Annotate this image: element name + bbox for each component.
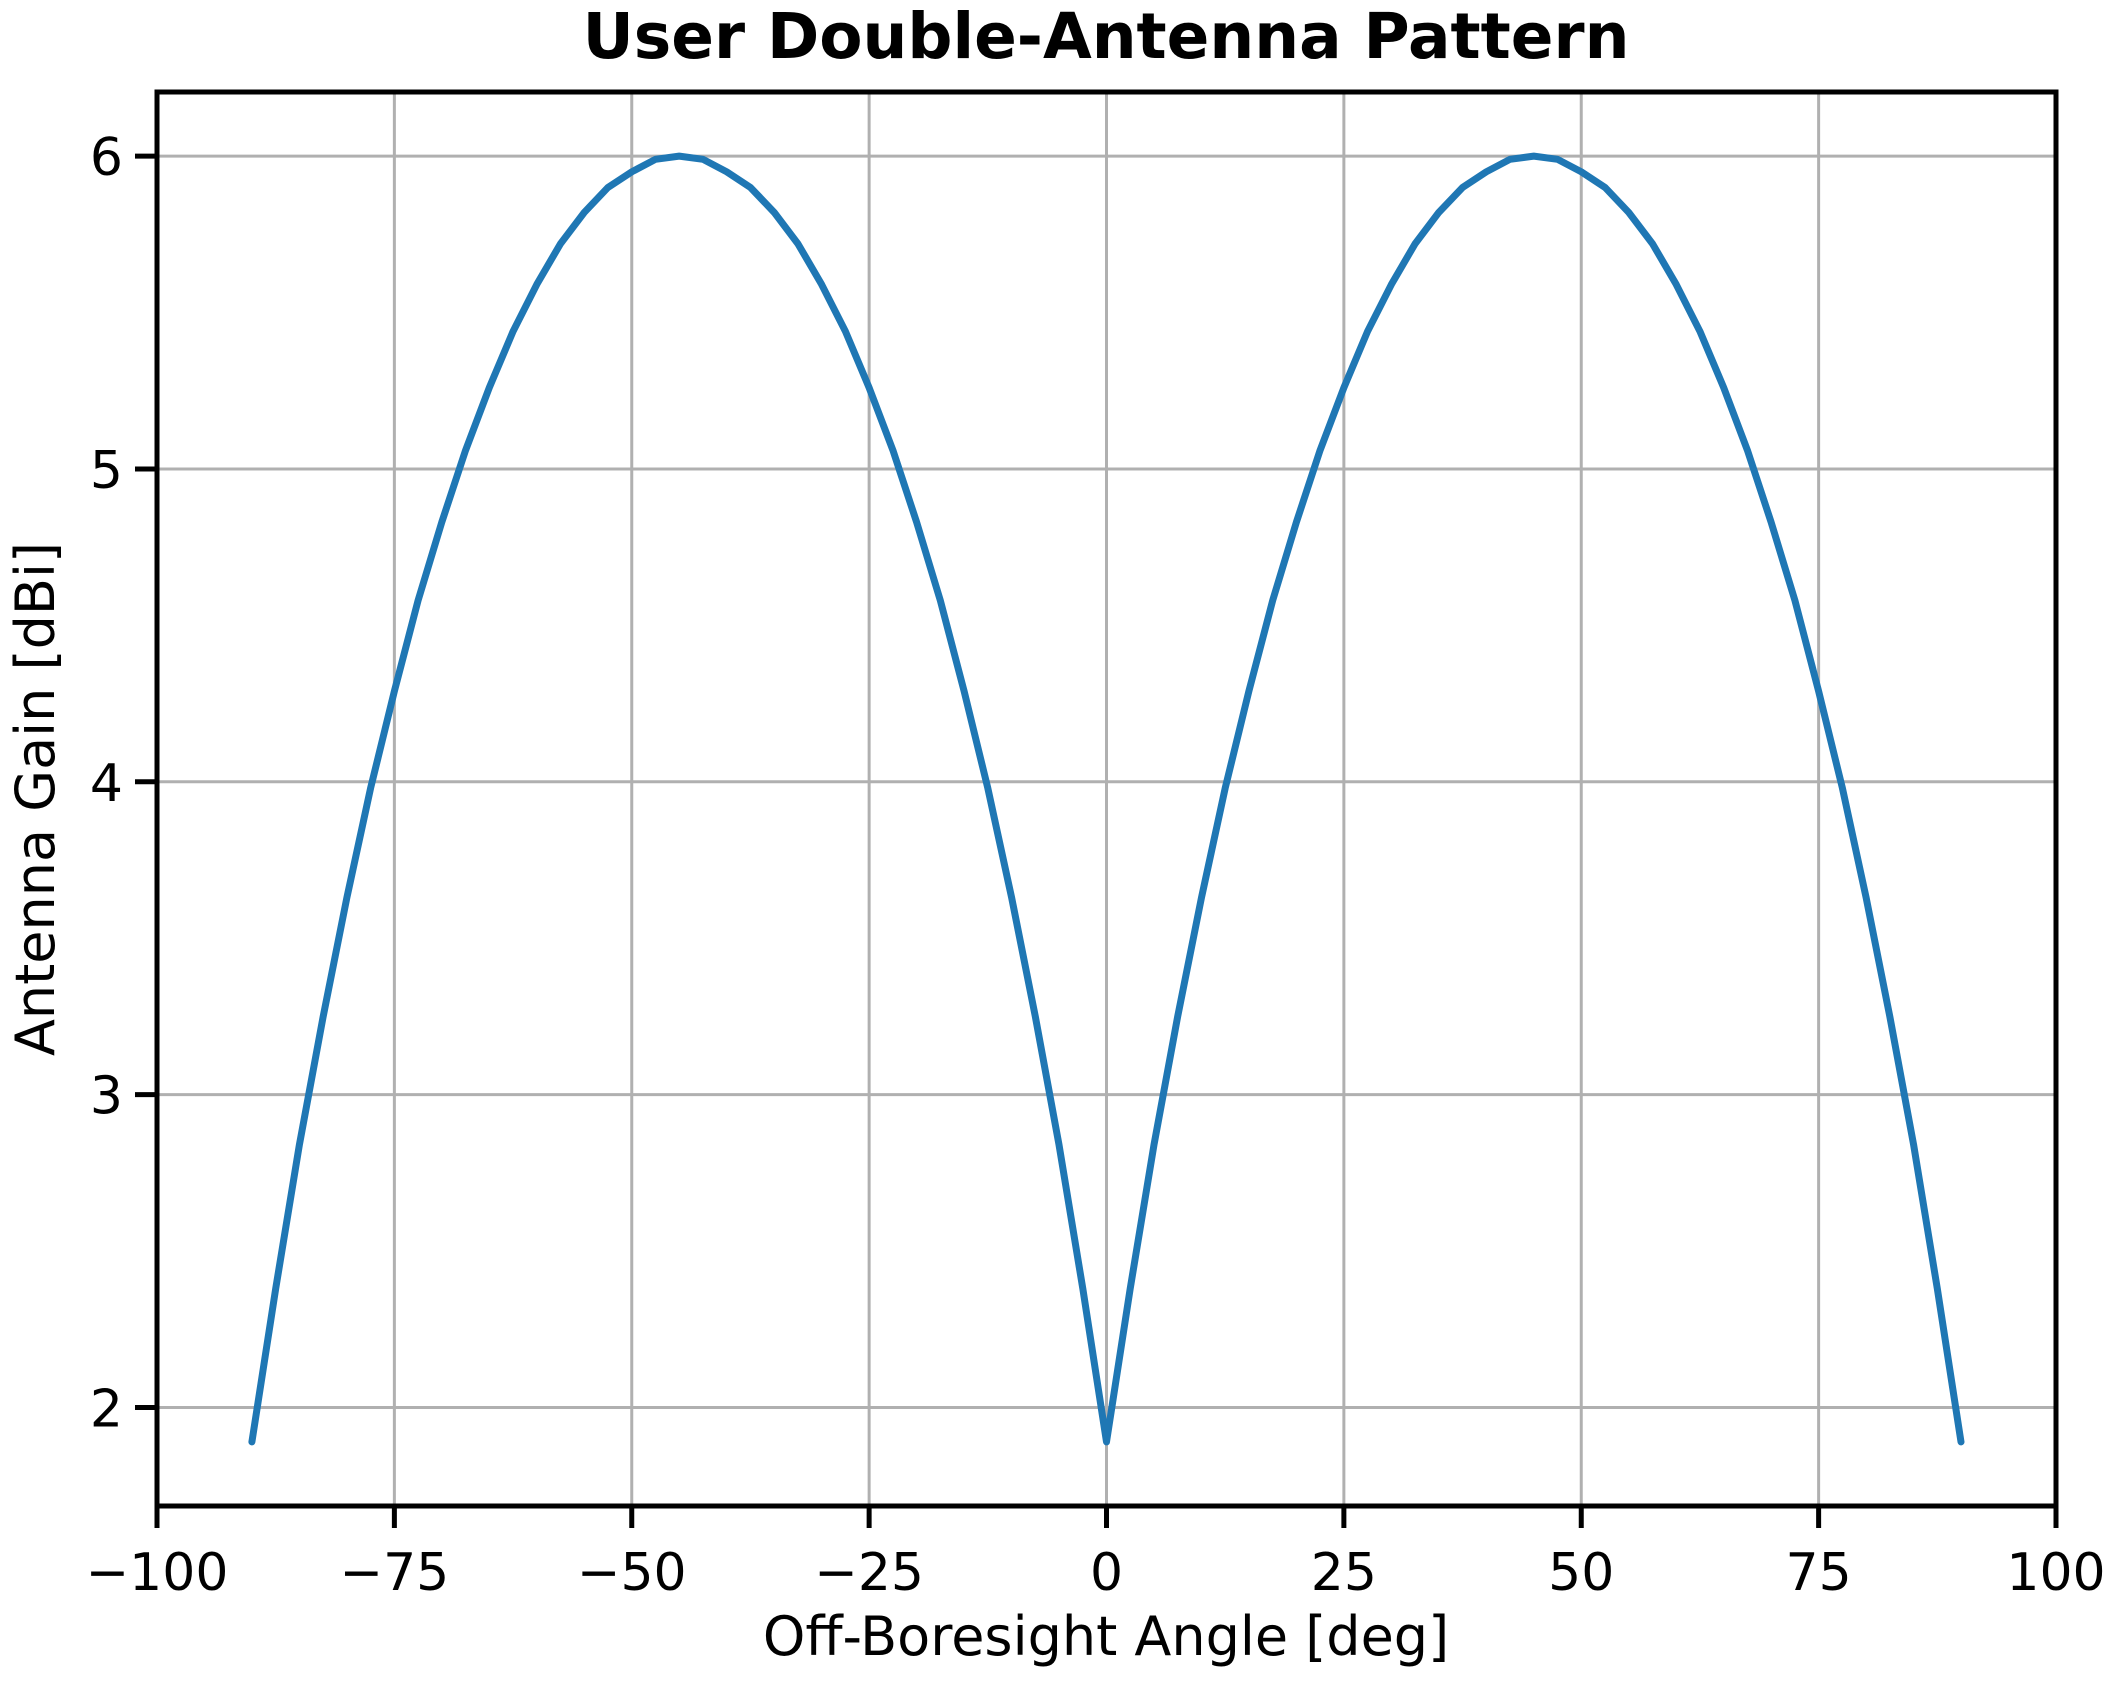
- gain-curve: [248, 152, 1965, 1446]
- x-tick-label: −100: [86, 1543, 229, 1603]
- x-tick-label: 100: [2006, 1543, 2105, 1603]
- y-tick-label: 6: [90, 128, 123, 188]
- x-tick-label: 0: [1090, 1543, 1123, 1603]
- x-tick-label: 25: [1311, 1543, 1377, 1603]
- y-tick-labels: 2 3 4 5 6: [90, 128, 123, 1439]
- y-axis-label: Antenna Gain [dBi]: [4, 542, 67, 1056]
- gridlines: [155, 92, 2058, 1506]
- gain-curve-line: [248, 152, 1965, 1446]
- x-tick-label: 75: [1786, 1543, 1852, 1603]
- tick-marks: [135, 153, 2059, 1528]
- x-tick-label: −75: [340, 1543, 450, 1603]
- x-tick-labels: −100 −75 −50 −25 0 25 50 75 100: [86, 1543, 2106, 1603]
- x-tick-label: 50: [1548, 1543, 1614, 1603]
- chart-title: User Double-Antenna Pattern: [583, 0, 1630, 73]
- y-tick-label: 3: [90, 1067, 123, 1127]
- y-tick-label: 2: [90, 1379, 123, 1439]
- x-tick-label: −50: [577, 1543, 687, 1603]
- x-axis-label: Off-Boresight Angle [deg]: [763, 1605, 1449, 1668]
- y-tick-label: 4: [90, 754, 123, 814]
- y-tick-label: 5: [90, 441, 123, 501]
- x-tick-label: −25: [814, 1543, 924, 1603]
